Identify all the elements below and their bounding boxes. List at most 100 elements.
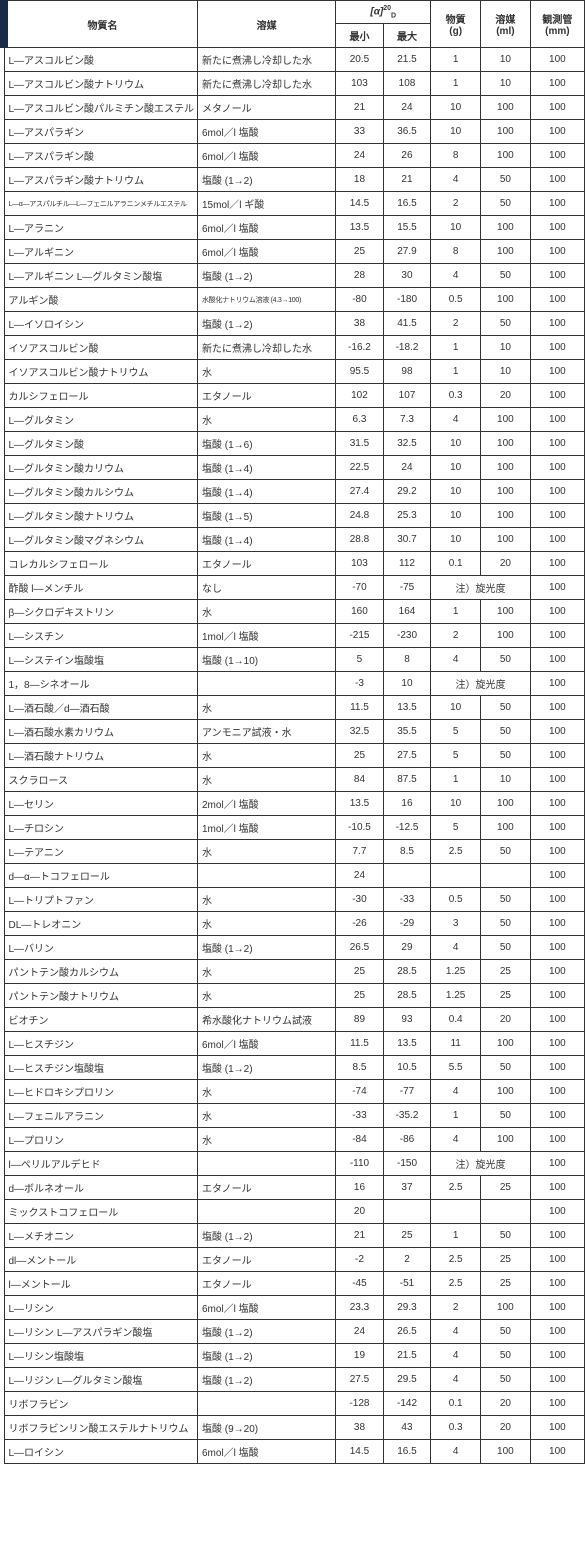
table-row: L―システイン塩酸塩塩酸 (1→10)58450100 (4, 648, 585, 672)
cell-name: L―トリプトファン (4, 888, 197, 912)
cell-g: 0.5 (431, 888, 481, 912)
table-row: DL―トレオニン水-26-29350100 (4, 912, 585, 936)
table-row: L―メチオニン塩酸 (1→2)2125150100 (4, 1224, 585, 1248)
cell-mm: 100 (530, 1392, 584, 1416)
header-solvent: 溶媒 (197, 1, 335, 48)
cell-mm: 100 (530, 1152, 584, 1176)
cell-ml: 100 (481, 792, 531, 816)
table-row: L―アスパラギン酸6mol／l 塩酸24268100100 (4, 144, 585, 168)
table-row: L―アルギニン L―グルタミン酸塩塩酸 (1→2)2830450100 (4, 264, 585, 288)
cell-name: L―グルタミン (4, 408, 197, 432)
cell-solvent: なし (197, 576, 335, 600)
cell-ml: 50 (481, 312, 531, 336)
cell-ml: 50 (481, 648, 531, 672)
cell-solvent: エタノール (197, 384, 335, 408)
cell-min: -128 (336, 1392, 384, 1416)
cell-min: -45 (336, 1272, 384, 1296)
cell-max: 24 (383, 96, 431, 120)
cell-ml: 20 (481, 1416, 531, 1440)
cell-solvent: 2mol／l 塩酸 (197, 792, 335, 816)
cell-name: β―シクロデキストリン (4, 600, 197, 624)
cell-name: L―バリン (4, 936, 197, 960)
cell-ml: 100 (481, 216, 531, 240)
table-row: L―ロイシン6mol／l 塩酸14.516.54100100 (4, 1440, 585, 1464)
cell-max: 8 (383, 648, 431, 672)
cell-min: 18 (336, 168, 384, 192)
cell-ml: 10 (481, 48, 531, 72)
cell-solvent: 6mol／l 塩酸 (197, 1032, 335, 1056)
cell-g: 2.5 (431, 1272, 481, 1296)
table-row: L―ヒスチジン6mol／l 塩酸11.513.511100100 (4, 1032, 585, 1056)
table-row: L―チロシン1mol／l 塩酸-10.5-12.55100100 (4, 816, 585, 840)
cell-name: L―グルタミン酸 (4, 432, 197, 456)
cell-max: 21 (383, 168, 431, 192)
cell-max: -142 (383, 1392, 431, 1416)
cell-solvent (197, 1152, 335, 1176)
cell-solvent: 塩酸 (1→2) (197, 1344, 335, 1368)
cell-ml: 10 (481, 336, 531, 360)
table-row: L―グルタミン酸マグネシウム塩酸 (1→4)28.830.710100100 (4, 528, 585, 552)
cell-ml: 50 (481, 1224, 531, 1248)
cell-max: 164 (383, 600, 431, 624)
cell-solvent: 水 (197, 912, 335, 936)
cell-solvent: エタノール (197, 1248, 335, 1272)
table-row: L―アルギニン6mol／l 塩酸2527.98100100 (4, 240, 585, 264)
cell-name: l―メントール (4, 1272, 197, 1296)
cell-mm: 100 (530, 120, 584, 144)
table-header: 物質名 溶媒 [α]20D 物質(g) 溶媒(ml) 観測管(mm) 最小 最大 (4, 1, 585, 48)
cell-solvent: 6mol／l 塩酸 (197, 120, 335, 144)
cell-g: 3 (431, 912, 481, 936)
table-row: L―グルタミン水6.37.34100100 (4, 408, 585, 432)
table-row: パントテン酸ナトリウム水2528.51.2525100 (4, 984, 585, 1008)
cell-min: 21 (336, 96, 384, 120)
cell-max: 16.5 (383, 1440, 431, 1464)
cell-min: 24 (336, 144, 384, 168)
cell-max (383, 1200, 431, 1224)
cell-min: -84 (336, 1128, 384, 1152)
cell-min: 27.4 (336, 480, 384, 504)
cell-g: 5 (431, 816, 481, 840)
cell-name: DL―トレオニン (4, 912, 197, 936)
cell-name: イソアスコルビン酸 (4, 336, 197, 360)
cell-ml: 50 (481, 840, 531, 864)
cell-min: 13.5 (336, 216, 384, 240)
cell-name: パントテン酸ナトリウム (4, 984, 197, 1008)
table-row: ミックストコフェロール20100 (4, 1200, 585, 1224)
table-row: コレカルシフェロールエタノール1031120.120100 (4, 552, 585, 576)
cell-solvent (197, 672, 335, 696)
cell-g: 4 (431, 936, 481, 960)
cell-mm: 100 (530, 768, 584, 792)
cell-min: 31.5 (336, 432, 384, 456)
cell-name: dl―メントール (4, 1248, 197, 1272)
cell-max: 2 (383, 1248, 431, 1272)
cell-max: 112 (383, 552, 431, 576)
cell-name: L―チロシン (4, 816, 197, 840)
cell-max: -75 (383, 576, 431, 600)
cell-g: 10 (431, 504, 481, 528)
cell-min: 25 (336, 744, 384, 768)
cell-min: 16 (336, 1176, 384, 1200)
cell-mm: 100 (530, 432, 584, 456)
cell-name: L―リシン塩酸塩 (4, 1344, 197, 1368)
cell-g: 10 (431, 216, 481, 240)
cell-max: 26 (383, 144, 431, 168)
cell-mm: 100 (530, 1344, 584, 1368)
table-row: L―トリプトファン水-30-330.550100 (4, 888, 585, 912)
cell-name: L―酒石酸ナトリウム (4, 744, 197, 768)
cell-min: 38 (336, 1416, 384, 1440)
cell-max: 28.5 (383, 960, 431, 984)
table-row: L―α―アスパルチル―L―フェニルアラニンメチルエステル15mol／l ギ酸14… (4, 192, 585, 216)
cell-ml: 50 (481, 1320, 531, 1344)
cell-name: L―アスコルビン酸ナトリウム (4, 72, 197, 96)
cell-solvent: 塩酸 (1→2) (197, 168, 335, 192)
table-row: カルシフェロールエタノール1021070.320100 (4, 384, 585, 408)
cell-name: l―ペリルアルデヒド (4, 1152, 197, 1176)
cell-max: 27.5 (383, 744, 431, 768)
cell-g: 4 (431, 1320, 481, 1344)
cell-g: 4 (431, 264, 481, 288)
cell-g: 5.5 (431, 1056, 481, 1080)
cell-ml: 25 (481, 1272, 531, 1296)
cell-min: 25 (336, 960, 384, 984)
cell-max: -230 (383, 624, 431, 648)
cell-name: L―テアニン (4, 840, 197, 864)
